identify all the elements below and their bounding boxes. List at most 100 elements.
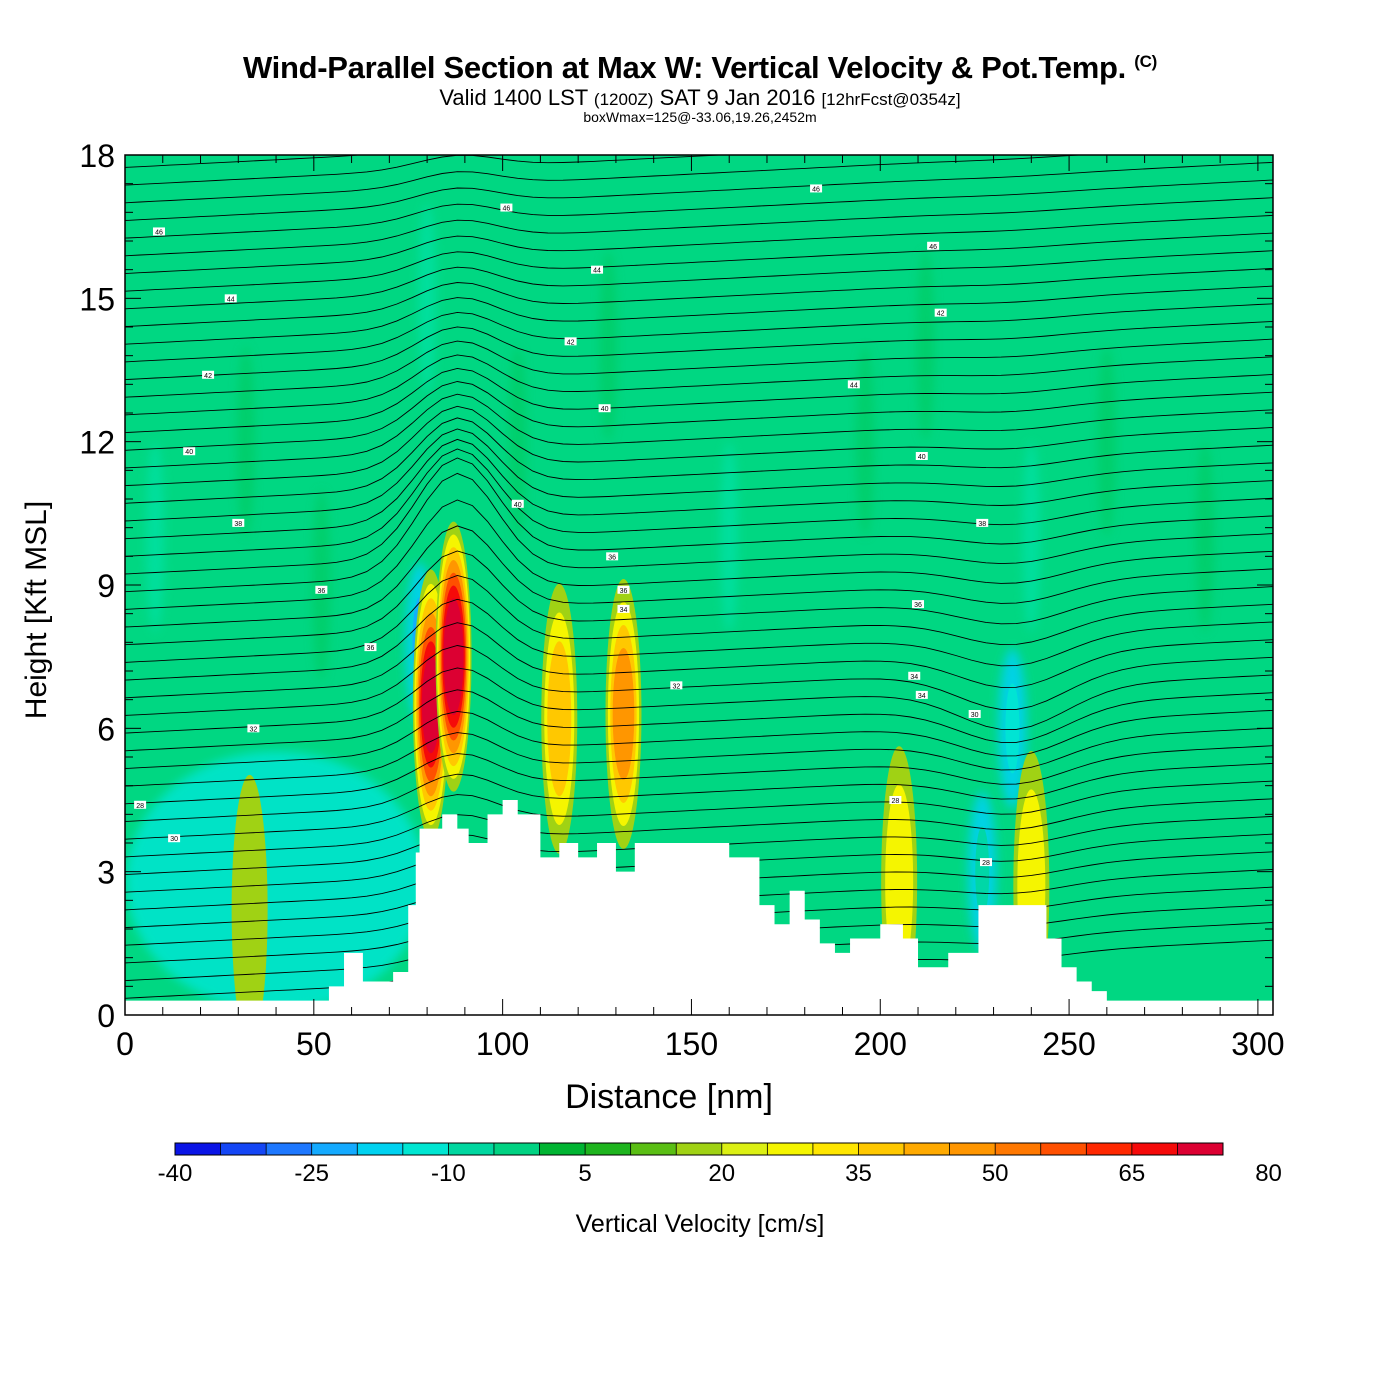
- theta-contour: [125, 381, 1273, 451]
- x-tick-label: 0: [116, 1026, 134, 1062]
- theta-contour-label: 46: [500, 203, 513, 213]
- theta-contour: [125, 575, 1273, 663]
- svg-text:46: 46: [929, 244, 937, 251]
- svg-text:28: 28: [136, 803, 144, 810]
- colorbar-swatch: [721, 1143, 768, 1155]
- colorbar-swatch: [1086, 1143, 1133, 1155]
- colorbar-swatch: [539, 1143, 586, 1155]
- theta-contour: [125, 780, 1273, 840]
- theta-contour-label: 38: [232, 518, 245, 528]
- vv-lowlevel-region: [126, 751, 427, 1012]
- colorbar-swatch: [1177, 1143, 1224, 1155]
- theta-contour: [125, 689, 1273, 752]
- theta-contour-label: 32: [670, 681, 683, 690]
- colorbar-swatch: [767, 1143, 814, 1155]
- theta-contour-label: 44: [224, 294, 237, 303]
- theta-contour: [125, 622, 1273, 699]
- theta-contour: [125, 428, 1273, 522]
- svg-text:28: 28: [982, 860, 990, 867]
- colorbar-swatch: [357, 1143, 404, 1155]
- theta-contour-label: 44: [847, 380, 860, 389]
- theta-contour: [125, 667, 1273, 734]
- svg-text:34: 34: [918, 693, 926, 700]
- svg-text:38: 38: [234, 521, 242, 528]
- theta-contour: [125, 727, 1273, 787]
- svg-text:42: 42: [937, 311, 945, 318]
- x-tick-label: 300: [1231, 1026, 1284, 1062]
- theta-contour-label: 34: [617, 604, 630, 614]
- y-tick-label: 3: [97, 855, 115, 891]
- downdraft-core: [1005, 683, 1020, 774]
- y-tick-label: 18: [79, 138, 115, 174]
- svg-text:38: 38: [978, 521, 986, 528]
- theta-contour: [125, 155, 1087, 204]
- theta-contour: [125, 232, 1273, 292]
- svg-text:32: 32: [672, 683, 680, 690]
- svg-text:40: 40: [918, 454, 926, 461]
- theta-contour: [125, 267, 1273, 327]
- theta-contour: [125, 155, 729, 186]
- updraft-contour: [444, 611, 463, 703]
- theta-contour-label: 42: [564, 337, 577, 346]
- svg-text:40: 40: [514, 502, 522, 509]
- colorbar-tick-label: -25: [294, 1160, 329, 1187]
- theta-contour-label: 36: [315, 585, 328, 595]
- chart-subtitle: Valid 1400 LST (1200Z) SAT 9 Jan 2016 [1…: [0, 85, 1400, 111]
- colorbar-tick-label: -40: [158, 1160, 193, 1187]
- colorbar-swatch: [493, 1143, 541, 1155]
- svg-text:36: 36: [914, 602, 922, 609]
- y-tick-label: 15: [79, 281, 115, 317]
- theta-contour-label: 42: [934, 308, 947, 318]
- theta-contour-label: 30: [968, 710, 981, 719]
- colorbar-tick-label: 80: [1255, 1160, 1282, 1187]
- theta-contour-label: 38: [976, 518, 989, 528]
- svg-text:36: 36: [367, 645, 375, 652]
- svg-text:28: 28: [891, 798, 899, 805]
- theta-contour: [125, 525, 1273, 628]
- theta-contour-label: 40: [915, 452, 928, 461]
- colorbar-swatch: [949, 1143, 996, 1155]
- theta-contour-label: 36: [364, 643, 377, 652]
- y-tick-label: 12: [79, 425, 115, 461]
- updraft-contour: [421, 655, 440, 754]
- x-tick-label: 200: [854, 1026, 907, 1062]
- terrain: [125, 800, 1273, 1015]
- x-axis-label: Distance [nm]: [565, 1078, 773, 1116]
- copyright-mark: (C): [1134, 52, 1157, 71]
- theta-contour: [125, 393, 1273, 469]
- theta-contour: [125, 338, 1273, 398]
- theta-contour-label: 36: [912, 600, 925, 609]
- valid-time: Valid 1400 LST: [439, 85, 588, 110]
- colorbar-swatch: [585, 1143, 632, 1155]
- theta-contour-label: 46: [810, 184, 823, 193]
- theta-contour-label: 42: [202, 370, 215, 380]
- colorbar-swatch: [402, 1143, 449, 1155]
- theta-contour: [125, 214, 1273, 274]
- y-tick-label: 0: [97, 998, 115, 1034]
- updraft-contour: [612, 648, 635, 780]
- theta-contour: [125, 405, 1273, 487]
- theta-contour: [125, 598, 1273, 681]
- vv-band: [1022, 442, 1041, 633]
- theta-contour: [125, 285, 1273, 345]
- theta-contour: [125, 367, 1273, 434]
- svg-text:42: 42: [204, 373, 212, 380]
- theta-contour: [125, 499, 1273, 610]
- colorbar-swatch: [630, 1143, 677, 1155]
- chart-title: Wind-Parallel Section at Max W: Vertical…: [243, 50, 1157, 85]
- theta-contour-label: 32: [247, 724, 260, 733]
- svg-text:32: 32: [249, 726, 257, 733]
- y-tick-label: 6: [97, 711, 115, 747]
- colorbar-tick-label: 35: [845, 1160, 872, 1187]
- vv-band: [508, 346, 527, 537]
- theta-contour-label: 28: [980, 858, 992, 867]
- svg-text:34: 34: [910, 674, 918, 681]
- svg-text:34: 34: [620, 607, 628, 614]
- svg-text:44: 44: [593, 268, 601, 275]
- updraft-contour: [231, 774, 268, 1015]
- colorbar-swatch: [676, 1143, 723, 1155]
- theta-contour-label: 44: [591, 265, 604, 275]
- theta-contour: [125, 250, 1273, 310]
- box-wmax-info: boxWmax=125@-33.06,19.26,2452m: [583, 109, 817, 125]
- colorbar-tick-label: 65: [1119, 1160, 1146, 1187]
